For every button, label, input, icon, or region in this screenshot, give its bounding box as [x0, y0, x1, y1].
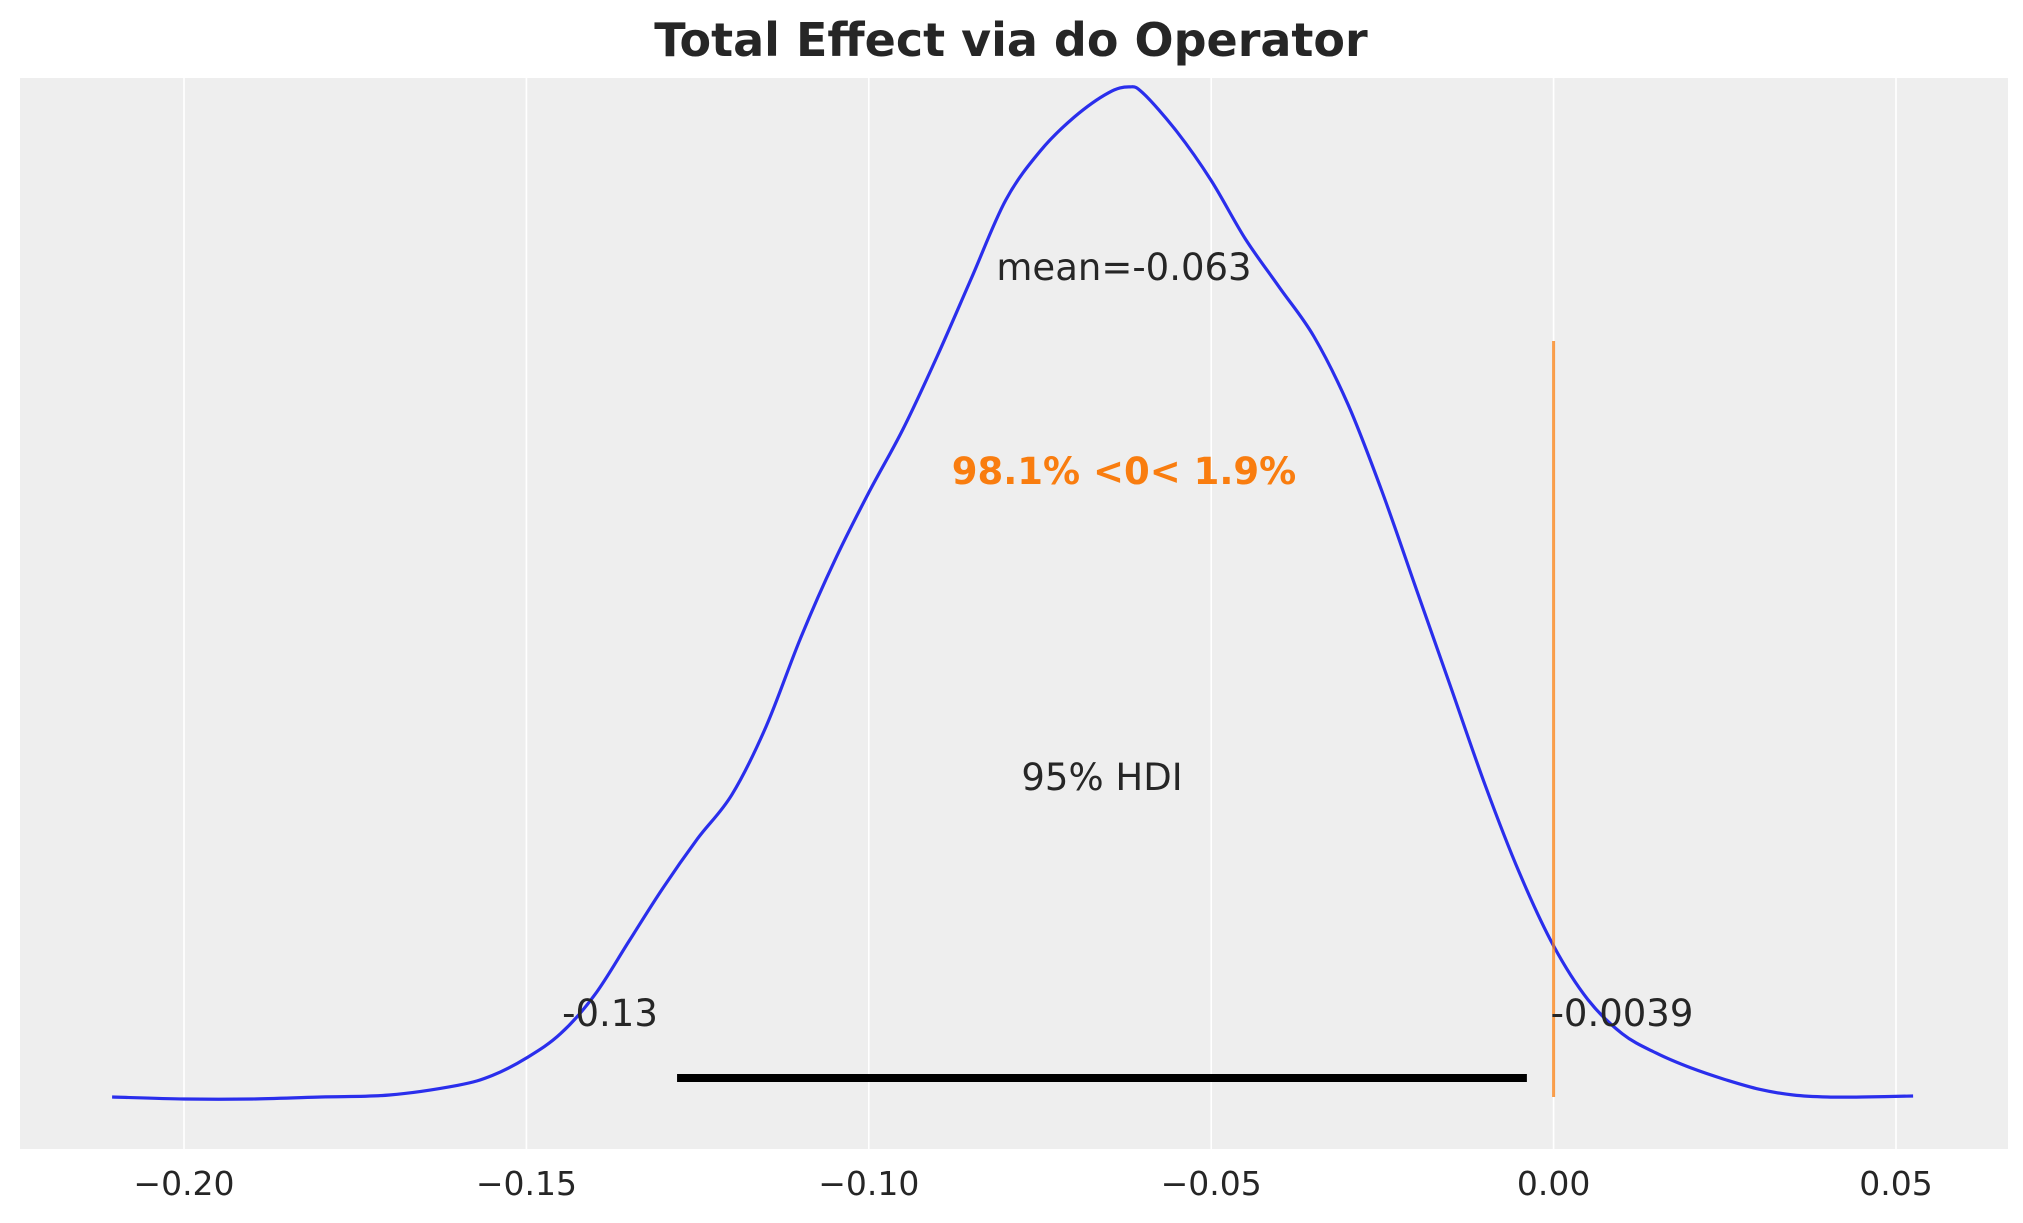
- x-tick-label: −0.10: [818, 1164, 919, 1203]
- mean-annotation: mean=-0.063: [996, 246, 1251, 289]
- hdi-low-label: -0.13: [562, 992, 658, 1035]
- x-tick-label: −0.20: [133, 1164, 234, 1203]
- x-tick-label: 0.05: [1859, 1164, 1932, 1203]
- x-tick-label: 0.00: [1517, 1164, 1590, 1203]
- x-tick-label: −0.15: [476, 1164, 577, 1203]
- hdi-high-label: -0.0039: [1551, 992, 1694, 1035]
- hdi-label: 95% HDI: [1021, 756, 1182, 799]
- chart-title: Total Effect via do Operator: [654, 13, 1368, 67]
- x-axis-tick-labels: −0.20 −0.15 −0.10 −0.05 0.00 0.05: [133, 1164, 1932, 1203]
- x-tick-label: −0.05: [1161, 1164, 1262, 1203]
- plot-area-background: [20, 78, 2008, 1149]
- reference-probability-text: 98.1% <0< 1.9%: [952, 450, 1297, 493]
- density-curve: [112, 85, 1914, 1101]
